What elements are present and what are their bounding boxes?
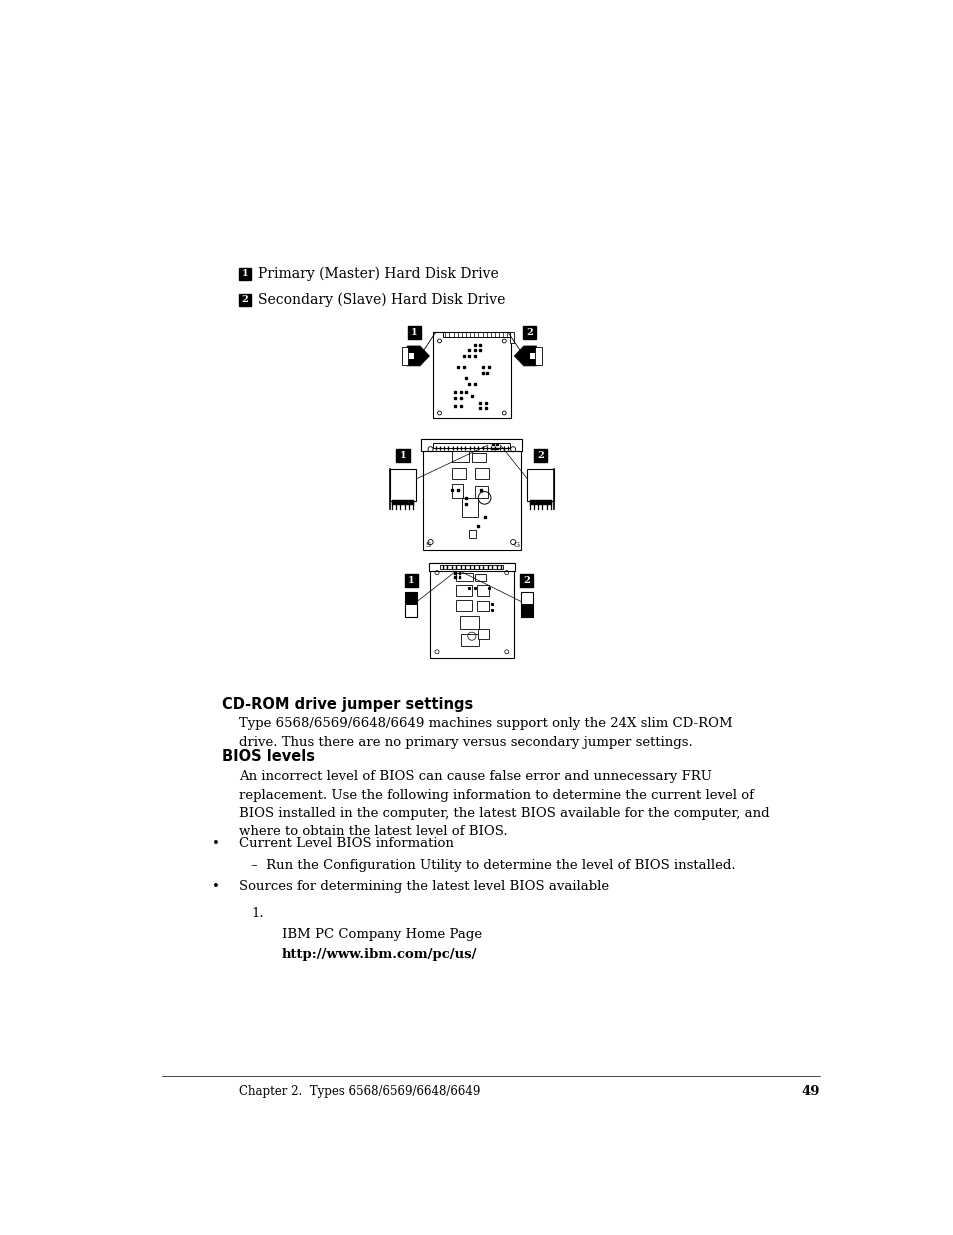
Bar [401, 347, 408, 364]
Bar [492, 447, 495, 451]
Bar [475, 487, 487, 498]
Text: 2: 2 [523, 577, 530, 585]
Bar [428, 563, 515, 572]
Text: CD-ROM drive jumper settings: CD-ROM drive jumper settings [221, 698, 473, 713]
Bar [475, 468, 489, 479]
Bar [530, 500, 551, 505]
Bar [429, 563, 514, 658]
Text: http://www.ibm.com/pc/us/: http://www.ibm.com/pc/us/ [282, 948, 477, 961]
Text: 1: 1 [399, 451, 406, 461]
Text: IBM PC Company Home Page: IBM PC Company Home Page [282, 929, 481, 941]
Bar [389, 469, 416, 501]
Bar [468, 530, 476, 537]
Bar [451, 468, 465, 479]
Bar [496, 443, 498, 446]
Text: G: G [513, 541, 519, 550]
Bar [405, 593, 416, 604]
Bar [407, 353, 414, 359]
Text: Chapter 2.  Types 6568/6569/6648/6649: Chapter 2. Types 6568/6569/6648/6649 [239, 1086, 480, 1098]
Bar [476, 585, 489, 595]
Bar [456, 600, 472, 611]
Text: 2: 2 [241, 295, 248, 304]
Text: Secondary (Slave) Hard Disk Drive: Secondary (Slave) Hard Disk Drive [257, 293, 505, 308]
Bar [527, 469, 554, 501]
Bar [458, 572, 461, 576]
Bar [404, 574, 417, 588]
Bar [458, 577, 461, 579]
Bar [509, 332, 514, 343]
Bar [522, 326, 536, 340]
Bar [472, 453, 485, 462]
Bar [475, 574, 486, 582]
Bar [422, 440, 520, 550]
Bar [534, 450, 547, 462]
Bar [520, 604, 532, 616]
Bar [459, 616, 478, 629]
Bar [439, 564, 503, 569]
Text: 2: 2 [525, 329, 532, 337]
Text: Primary (Master) Hard Disk Drive: Primary (Master) Hard Disk Drive [257, 267, 498, 280]
Text: Type 6568/6569/6648/6649 machines support only the 24X slim CD-ROM: Type 6568/6569/6648/6649 machines suppor… [239, 718, 732, 730]
Text: 1: 1 [411, 329, 417, 337]
Text: 1.: 1. [251, 906, 263, 920]
Bar [405, 593, 416, 616]
Text: 1: 1 [241, 269, 248, 278]
Bar [451, 484, 462, 498]
Text: S: S [425, 541, 430, 550]
Text: •: • [212, 837, 220, 851]
Bar [456, 585, 472, 595]
Bar [454, 572, 456, 576]
Text: Sources for determining the latest level BIOS available: Sources for determining the latest level… [239, 881, 609, 893]
Polygon shape [407, 346, 429, 366]
Text: 1: 1 [407, 577, 414, 585]
Bar [454, 577, 456, 579]
Text: 49: 49 [801, 1086, 819, 1098]
Bar [519, 574, 533, 588]
Bar [477, 629, 489, 638]
Bar [529, 353, 536, 359]
Bar [421, 440, 522, 451]
Bar [407, 326, 420, 340]
Bar [392, 500, 414, 505]
Bar [238, 294, 251, 306]
Text: drive. Thus there are no primary versus secondary jumper settings.: drive. Thus there are no primary versus … [239, 736, 693, 748]
Text: •: • [212, 881, 220, 893]
Bar [535, 347, 541, 364]
Bar [462, 498, 477, 516]
Text: An incorrect level of BIOS can cause false error and unnecessary FRU
replacement: An incorrect level of BIOS can cause fal… [239, 771, 769, 839]
Bar [492, 443, 495, 446]
Text: 2: 2 [537, 451, 543, 461]
Text: BIOS levels: BIOS levels [221, 748, 314, 763]
Bar [461, 635, 478, 646]
Bar [395, 450, 409, 462]
Bar [433, 442, 510, 448]
Bar [451, 451, 469, 462]
Text: Current Level BIOS information: Current Level BIOS information [239, 837, 454, 851]
Bar [476, 601, 489, 611]
Bar [496, 447, 498, 451]
Bar [443, 332, 509, 337]
Polygon shape [514, 346, 536, 366]
Bar [433, 332, 511, 419]
Bar [520, 593, 532, 616]
Bar [238, 268, 251, 280]
Bar [456, 573, 473, 582]
Text: –  Run the Configuration Utility to determine the level of BIOS installed.: – Run the Configuration Utility to deter… [251, 858, 735, 872]
